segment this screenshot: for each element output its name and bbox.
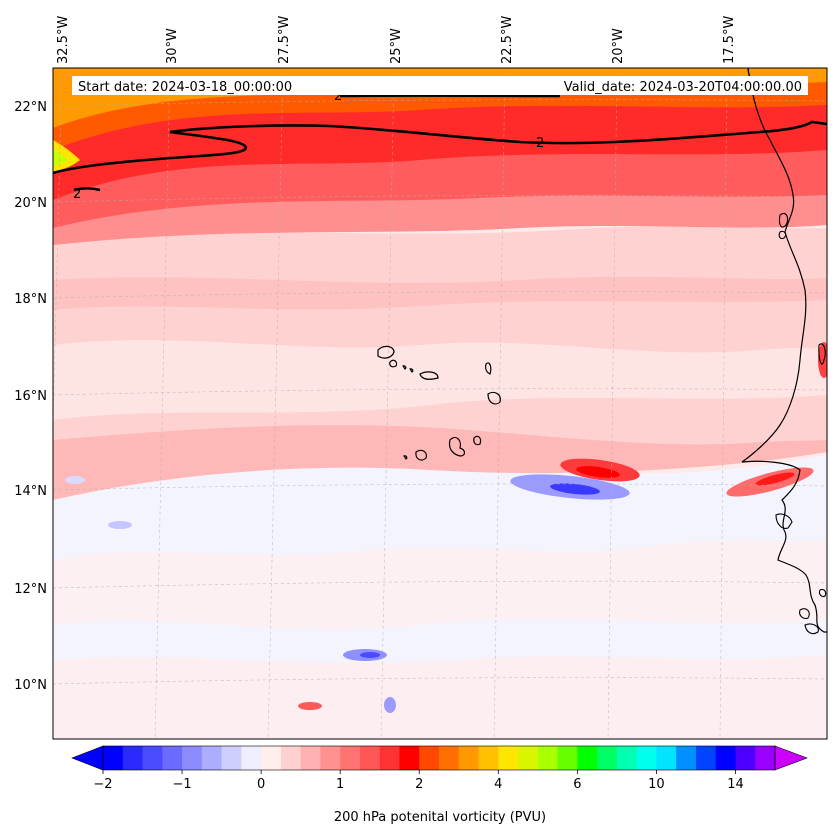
colorbar-title: 200 hPa potenital vorticity (PVU) bbox=[334, 810, 546, 825]
lat-label: 14°N bbox=[14, 484, 47, 499]
pv-blob-red-south bbox=[298, 702, 322, 710]
colorbar-swatch bbox=[300, 746, 322, 770]
colorbar-swatch bbox=[537, 746, 559, 770]
pv-blob-blue-core bbox=[550, 483, 600, 495]
colorbar-swatch bbox=[419, 746, 440, 770]
lat-label: 16°N bbox=[14, 389, 47, 404]
pv-blob-red-east-core bbox=[755, 472, 795, 486]
pv-blob-red-core bbox=[576, 466, 620, 478]
colorbar-swatch bbox=[735, 746, 756, 770]
lon-label: 32.5°W bbox=[56, 16, 71, 64]
pv-blob-blue-sw bbox=[108, 521, 132, 529]
colorbar-tick-label: 2 bbox=[415, 777, 423, 792]
colorbar-swatch bbox=[676, 746, 697, 770]
pv-field-north-yellow2 bbox=[53, 148, 68, 166]
graticule bbox=[53, 68, 827, 739]
colorbar-swatch bbox=[201, 746, 223, 770]
lon-label: 25°W bbox=[389, 28, 404, 64]
colorbar-swatch bbox=[142, 746, 163, 770]
pv-field-mid-light bbox=[53, 340, 827, 420]
colorbar-swatch bbox=[656, 746, 677, 770]
pv-contour-2 bbox=[53, 94, 827, 192]
lat-label: 22°N bbox=[14, 100, 47, 115]
colorbar-tick-label: −1 bbox=[172, 777, 191, 792]
colorbar-swatch bbox=[715, 746, 737, 770]
colorbar-swatch bbox=[122, 746, 144, 770]
pv-field-stripe-1 bbox=[53, 425, 827, 500]
map-frame bbox=[52, 67, 828, 740]
valid-date-label: Valid_date: 2024-03-20T04:00:00.00 bbox=[564, 80, 802, 95]
lon-label: 17.5°W bbox=[722, 16, 737, 64]
colorbar-tick-label: −2 bbox=[93, 777, 112, 792]
contour-label-north: 2 bbox=[334, 89, 342, 104]
colorbar-swatch bbox=[518, 746, 539, 770]
lon-label: 20°W bbox=[611, 28, 626, 64]
pv-field-south-light bbox=[53, 540, 827, 630]
contour-label-main: 2 bbox=[536, 136, 544, 151]
colorbar-tick-label: 0 bbox=[257, 777, 265, 792]
lon-label: 30°W bbox=[165, 28, 180, 64]
colorbar: −2 −1 0 1 2 4 6 10 14 bbox=[71, 745, 808, 792]
colorbar-swatch bbox=[162, 746, 183, 770]
lat-label: 10°N bbox=[14, 678, 47, 693]
start-date-label: Start date: 2024-03-18_00:00:00 bbox=[78, 80, 292, 95]
longitude-labels: 32.5°W 30°W 27.5°W 25°W 22.5°W 20°W 17.5… bbox=[56, 16, 737, 64]
colorbar-swatch bbox=[498, 746, 519, 770]
contour-labels: 2 2 2 bbox=[73, 89, 544, 202]
colorbar-swatch bbox=[616, 746, 638, 770]
lat-label: 18°N bbox=[14, 292, 47, 307]
colorbar-swatch bbox=[478, 746, 499, 770]
lon-label: 27.5°W bbox=[277, 16, 292, 64]
colorbar-swatch bbox=[182, 746, 203, 770]
colorbar-tick-label: 10 bbox=[648, 777, 665, 792]
latitude-labels: 22°N 20°N 18°N 16°N 14°N 12°N 10°N bbox=[14, 100, 47, 693]
colorbar-swatch bbox=[439, 746, 460, 770]
colorbar-under-arrow bbox=[71, 745, 104, 771]
lon-label: 22.5°W bbox=[500, 16, 515, 64]
colorbar-swatch bbox=[597, 746, 618, 770]
cape-verde-islands bbox=[377, 345, 501, 461]
lat-label: 20°N bbox=[14, 196, 47, 211]
lat-label: 12°N bbox=[14, 582, 47, 597]
pv-field-south-pink-2 bbox=[53, 655, 827, 739]
colorbar-swatch bbox=[241, 746, 262, 770]
colorbar-swatch bbox=[379, 746, 401, 770]
pv-blob-blue-w bbox=[65, 476, 85, 484]
coastline-detail bbox=[775, 212, 827, 635]
colorbar-tick-label: 4 bbox=[494, 777, 502, 792]
pv-blob-blue-south2 bbox=[384, 697, 396, 713]
colorbar-swatch bbox=[458, 746, 480, 770]
colorbar-swatch bbox=[399, 746, 420, 770]
colorbar-swatch bbox=[636, 746, 658, 770]
map-panel bbox=[53, 68, 827, 739]
colorbar-swatch bbox=[340, 746, 361, 770]
colorbar-swatch bbox=[695, 746, 717, 770]
header-box bbox=[72, 76, 808, 95]
colorbar-over-arrow bbox=[774, 745, 808, 771]
pv-blob-blue-south-core bbox=[360, 652, 380, 658]
colorbar-tick-label: 6 bbox=[573, 777, 581, 792]
colorbar-swatch bbox=[320, 746, 341, 770]
contour-label-west: 2 bbox=[73, 187, 81, 202]
colorbar-outline bbox=[102, 745, 776, 771]
colorbar-swatch bbox=[755, 746, 776, 770]
colorbar-swatch bbox=[103, 746, 124, 770]
pv-field-stripe-2 bbox=[53, 276, 827, 310]
colorbar-tick-label: 1 bbox=[336, 777, 344, 792]
colorbar-swatch bbox=[577, 746, 598, 770]
colorbar-swatch bbox=[261, 746, 282, 770]
colorbar-swatch bbox=[359, 746, 381, 770]
colorbar-swatch bbox=[280, 746, 302, 770]
colorbar-swatch bbox=[221, 746, 242, 770]
colorbar-tick-label: 14 bbox=[727, 777, 744, 792]
colorbar-swatch bbox=[557, 746, 578, 770]
